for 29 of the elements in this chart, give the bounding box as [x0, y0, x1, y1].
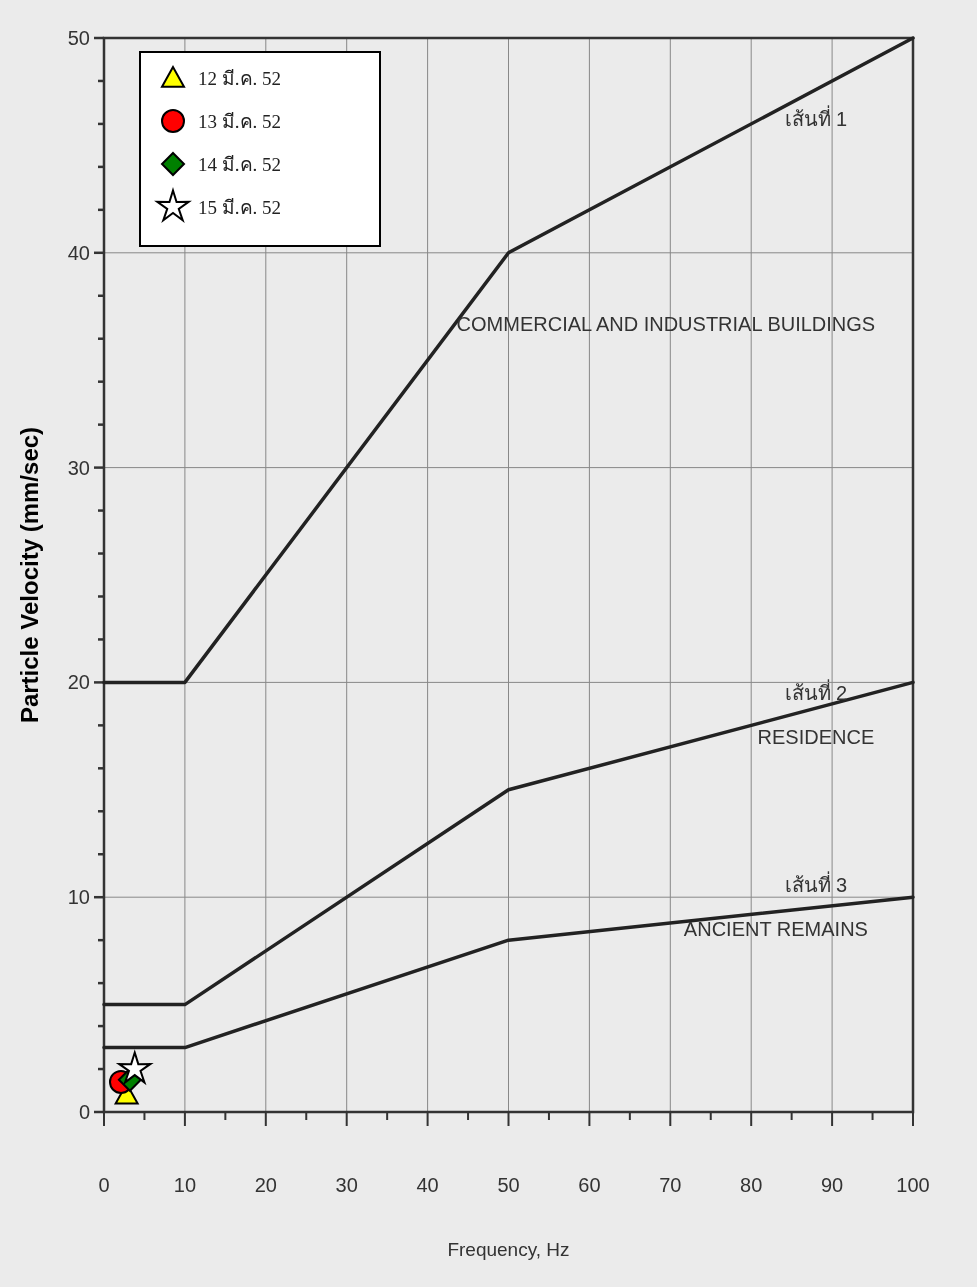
x-tick-label: 60 [578, 1174, 601, 1196]
series-label: เส้นที่ 2 [784, 679, 848, 705]
x-tick-label: 70 [659, 1174, 682, 1196]
series-label: เส้นที่ 3 [784, 870, 848, 896]
y-tick-label: 10 [67, 886, 90, 909]
annotation: RESIDENCE [757, 726, 875, 749]
x-tick-label: 100 [896, 1174, 930, 1196]
x-tick-label: 80 [740, 1174, 763, 1196]
y-tick-label: 20 [67, 671, 90, 694]
x-tick-label: 20 [254, 1174, 277, 1196]
y-tick-label: 50 [67, 27, 90, 49]
x-axis-title: Frequency, Hz [447, 1239, 570, 1260]
x-tick-label: 90 [820, 1174, 844, 1196]
legend-label: 15 มี.ค. 52 [198, 197, 281, 218]
x-tick-label: 0 [98, 1174, 110, 1196]
x-tick-label: 40 [416, 1174, 439, 1196]
x-tick-label: 50 [497, 1174, 520, 1196]
y-tick-label: 0 [78, 1101, 90, 1123]
y-tick-label: 30 [67, 456, 90, 479]
y-tick-label: 40 [67, 241, 90, 264]
legend-label: 13 มี.ค. 52 [198, 111, 281, 132]
series-label: เส้นที่ 1 [784, 104, 848, 130]
annotation: ANCIENT REMAINS [683, 917, 868, 940]
legend-label: 12 มี.ค. 52 [198, 68, 281, 89]
legend-label: 14 มี.ค. 52 [198, 154, 281, 175]
x-tick-label: 10 [173, 1174, 197, 1196]
y-axis-title: Particle Velocity (mm/sec) [16, 426, 43, 724]
annotation: COMMERCIAL AND INDUSTRIAL BUILDINGS [456, 312, 876, 335]
x-tick-label: 30 [335, 1174, 358, 1196]
